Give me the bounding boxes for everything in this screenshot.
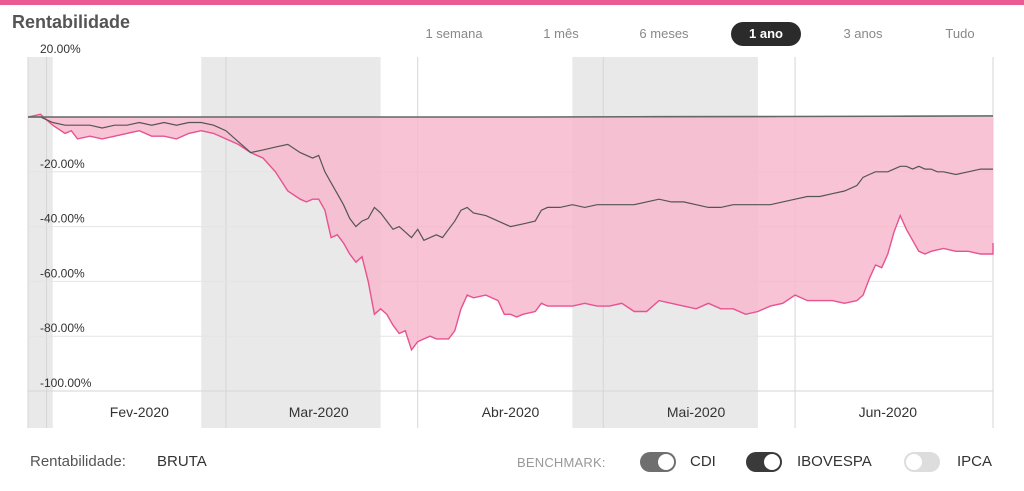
cdi-line	[28, 115, 994, 118]
y-tick-label: -60.00%	[40, 266, 85, 280]
period-tudo[interactable]: Tudo	[945, 26, 975, 41]
top-accent-bar	[0, 0, 1024, 5]
x-tick-label: Mai-2020	[667, 404, 726, 420]
ibovespa-toggle[interactable]	[746, 452, 782, 472]
period-1-mes[interactable]: 1 mês	[543, 26, 579, 41]
shaded-month-band	[28, 57, 53, 428]
toggle-knob	[764, 454, 780, 470]
toggle-knob	[658, 454, 674, 470]
rentabilidade-value: BRUTA	[157, 453, 207, 470]
page-title: Rentabilidade	[12, 12, 131, 32]
y-tick-label: -20.00%	[40, 157, 85, 171]
period-1-semana[interactable]: 1 semana	[425, 26, 483, 41]
y-tick-label: 20.00%	[40, 42, 81, 56]
y-tick-label: -100.00%	[40, 376, 92, 390]
ipca-label: IPCA	[957, 453, 993, 470]
ibovespa-line	[28, 116, 993, 242]
x-tick-label: Fev-2020	[110, 404, 169, 420]
ipca-toggle[interactable]	[904, 452, 940, 472]
period-selector: 1 semana 1 mês 6 meses 1 ano 3 anos Tudo	[400, 22, 1010, 46]
x-tick-label: Jun-2020	[859, 404, 918, 420]
period-6-meses[interactable]: 6 meses	[639, 26, 689, 41]
y-tick-label: -80.00%	[40, 321, 85, 335]
period-3-anos[interactable]: 3 anos	[843, 26, 883, 41]
x-tick-label: Abr-2020	[482, 404, 540, 420]
rentabilidade-chart: 20.00% -20.00% -40.00% -60.00% -80.00% -100.0…	[27, 42, 994, 431]
fund-area	[28, 114, 993, 350]
fund-line	[27, 113, 994, 352]
benchmark-label: BENCHMARK:	[517, 455, 606, 470]
period-1-ano[interactable]: 1 ano	[731, 22, 801, 46]
cdi-toggle[interactable]	[640, 452, 676, 472]
x-tick-label: Mar-2020	[289, 404, 349, 420]
toggle-knob	[906, 454, 922, 470]
cdi-label: CDI	[690, 453, 716, 470]
y-tick-label: -40.00%	[40, 212, 85, 226]
ibovespa-label: IBOVESPA	[797, 453, 872, 470]
rentabilidade-label: Rentabilidade:	[30, 453, 126, 470]
